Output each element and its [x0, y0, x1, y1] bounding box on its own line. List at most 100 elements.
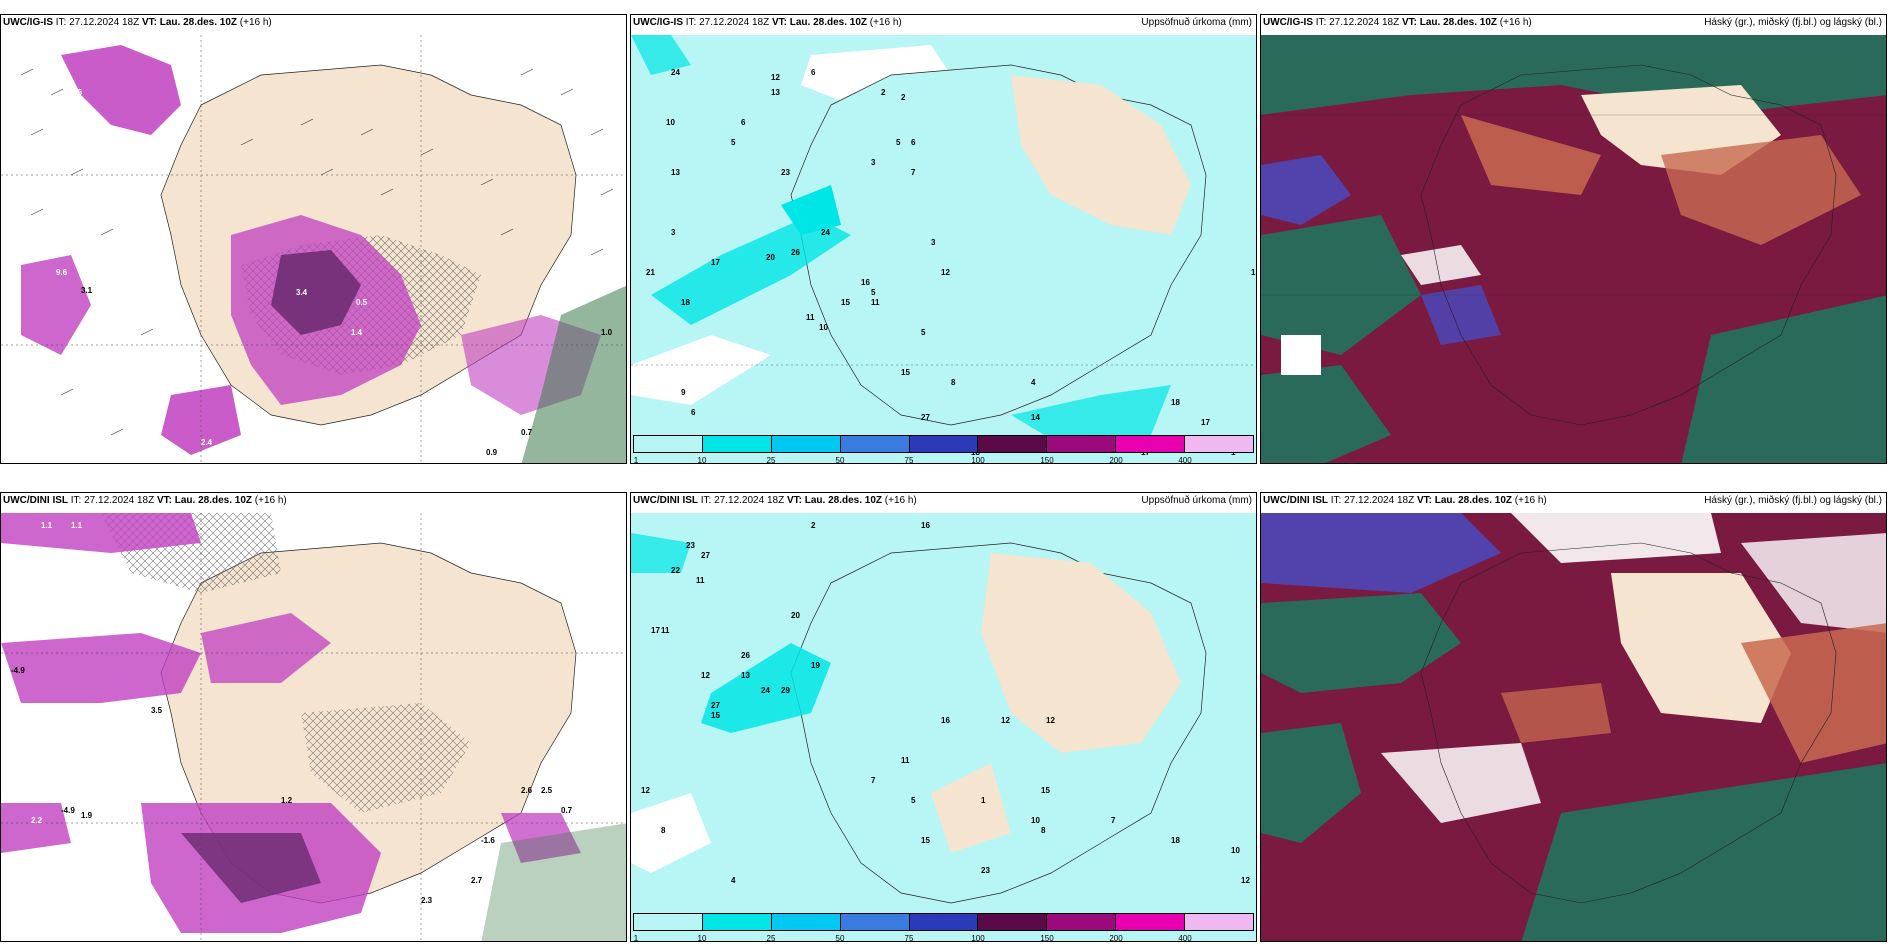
svg-text:12: 12 — [1241, 876, 1250, 885]
colorbar-label: 150 — [1040, 456, 1054, 464]
svg-text:24: 24 — [671, 68, 680, 77]
svg-text:8: 8 — [1041, 826, 1046, 835]
panel-top-middle: UWC/IG-IS IT: 27.12.2024 18Z VT: Lau. 28… — [630, 14, 1257, 464]
svg-text:1.1: 1.1 — [41, 521, 53, 530]
colorbar-labels: 1 10 25 50 75 100 150 200 400 — [633, 456, 1254, 464]
colorbar-segment — [634, 436, 703, 452]
svg-text:12: 12 — [1001, 716, 1010, 725]
svg-text:16: 16 — [921, 521, 930, 530]
svg-text:18: 18 — [681, 298, 690, 307]
svg-text:7: 7 — [1111, 816, 1116, 825]
svg-text:3.1: 3.1 — [81, 286, 93, 295]
svg-text:29: 29 — [781, 686, 790, 695]
precip-map: 2 16 27 23 22 11 17 11 20 26 19 13 12 24 29 27 15 11 7… — [631, 513, 1256, 941]
panel-bottom-right: UWC/DINI ISL IT: 27.12.2024 18Z VT: Lau.… — [1260, 492, 1887, 942]
svg-text:2.3: 2.3 — [421, 896, 433, 905]
svg-text:3.5: 3.5 — [151, 706, 163, 715]
panel-top-right: UWC/IG-IS IT: 27.12.2024 18Z VT: Lau. 28… — [1260, 14, 1887, 464]
panel-header: UWC/IG-IS IT: 27.12.2024 18Z VT: Lau. 28… — [1263, 17, 1532, 28]
panel-title: Háský (gr.), miðský (fj.bl.) og lágský (… — [1704, 495, 1882, 506]
svg-text:9: 9 — [681, 388, 686, 397]
svg-text:11: 11 — [696, 576, 705, 585]
colorbar-label: 1 — [633, 456, 639, 464]
colorbar-labels: 1 10 25 50 75 100 150 200 400 — [633, 934, 1254, 942]
svg-text:12: 12 — [641, 786, 650, 795]
svg-text:-4.9: -4.9 — [11, 666, 25, 675]
svg-text:24: 24 — [761, 686, 770, 695]
svg-text:10: 10 — [666, 118, 675, 127]
colorbar-label: 75 — [904, 456, 914, 464]
svg-text:24: 24 — [821, 228, 830, 237]
svg-text:-4.9: -4.9 — [61, 806, 75, 815]
colorbar-label: 400 — [1178, 934, 1192, 942]
colorbar-label: 400 — [1178, 456, 1192, 464]
svg-text:5: 5 — [896, 138, 901, 147]
svg-text:27: 27 — [701, 551, 710, 560]
svg-text:15: 15 — [901, 368, 910, 377]
svg-text:4: 4 — [1031, 378, 1036, 387]
svg-text:1: 1 — [981, 796, 986, 805]
colorbar-segment — [1116, 436, 1186, 452]
svg-text:15: 15 — [921, 836, 930, 845]
colorbar-label: 50 — [835, 934, 845, 942]
svg-text:4: 4 — [731, 876, 736, 885]
svg-text:1.0: 1.0 — [601, 328, 613, 337]
colorbar-segment — [1047, 436, 1117, 452]
svg-text:12: 12 — [701, 671, 710, 680]
svg-text:1: 1 — [1251, 268, 1256, 277]
svg-text:2.4: 2.4 — [201, 438, 213, 447]
svg-text:7: 7 — [871, 776, 876, 785]
svg-text:15: 15 — [1041, 786, 1050, 795]
panel-bottom-middle: UWC/DINI ISL IT: 27.12.2024 18Z VT: Lau.… — [630, 492, 1257, 942]
colorbar-label: 75 — [904, 934, 914, 942]
precip-colorbar — [633, 913, 1254, 931]
svg-text:3: 3 — [931, 238, 936, 247]
svg-text:6: 6 — [811, 68, 816, 77]
panel-bottom-left: UWC/DINI ISL IT: 27.12.2024 18Z VT: Lau.… — [0, 492, 627, 942]
colorbar-segment — [771, 914, 841, 930]
svg-text:10: 10 — [819, 323, 828, 332]
svg-text:8: 8 — [661, 826, 666, 835]
panel-top-left: UWC/IG-IS IT: 27.12.2024 18Z VT: Lau. 28… — [0, 14, 627, 464]
colorbar-segment — [702, 436, 772, 452]
colorbar-segment — [978, 914, 1048, 930]
colorbar-label: 150 — [1040, 934, 1054, 942]
panel-title: Uppsöfnuð úrkoma (mm) — [1141, 495, 1252, 506]
value-labels: 1.1 1.1 -4.9 3.5 -4.9 1.9 2.2 1.2 2.6 2.5 0.7 -… — [11, 521, 573, 905]
svg-text:19: 19 — [811, 661, 820, 670]
svg-text:23: 23 — [686, 541, 695, 550]
svg-text:3: 3 — [871, 158, 876, 167]
svg-text:1.4: 1.4 — [351, 328, 363, 337]
svg-text:9.6: 9.6 — [56, 268, 68, 277]
colorbar-label: 200 — [1109, 456, 1123, 464]
wind-map: 0.4 0.6 1.9 9.6 3.1 3.4 0.5 1.4 2.4 1.0 0.7 0.9 — [1, 35, 626, 463]
colorbar-segment — [702, 914, 772, 930]
svg-text:17: 17 — [1201, 418, 1210, 427]
svg-text:11: 11 — [871, 298, 880, 307]
svg-text:5: 5 — [871, 288, 876, 297]
iceland-outline — [1420, 542, 1837, 904]
svg-text:16: 16 — [861, 278, 870, 287]
svg-text:2: 2 — [901, 93, 906, 102]
svg-text:12: 12 — [941, 268, 950, 277]
svg-text:3.4: 3.4 — [296, 288, 308, 297]
svg-text:13: 13 — [671, 168, 680, 177]
svg-text:27: 27 — [711, 701, 720, 710]
colorbar-label: 1 — [633, 934, 639, 942]
colorbar-segment — [909, 914, 979, 930]
svg-text:-1.6: -1.6 — [481, 836, 495, 845]
svg-text:5: 5 — [911, 796, 916, 805]
colorbar-segment — [1116, 914, 1186, 930]
svg-text:1.2: 1.2 — [281, 796, 293, 805]
svg-text:16: 16 — [941, 716, 950, 725]
svg-text:18: 18 — [1171, 398, 1180, 407]
svg-text:11: 11 — [901, 756, 910, 765]
svg-text:0.7: 0.7 — [521, 428, 533, 437]
svg-text:26: 26 — [741, 651, 750, 660]
svg-text:20: 20 — [791, 611, 800, 620]
colorbar-label: 25 — [766, 934, 776, 942]
value-labels: 0.4 0.6 1.9 9.6 3.1 3.4 0.5 1.4 2.4 1.0 0.7 0.9 — [41, 58, 613, 457]
panel-header: UWC/DINI ISL IT: 27.12.2024 18Z VT: Lau.… — [3, 495, 287, 506]
svg-text:2.6: 2.6 — [521, 786, 533, 795]
